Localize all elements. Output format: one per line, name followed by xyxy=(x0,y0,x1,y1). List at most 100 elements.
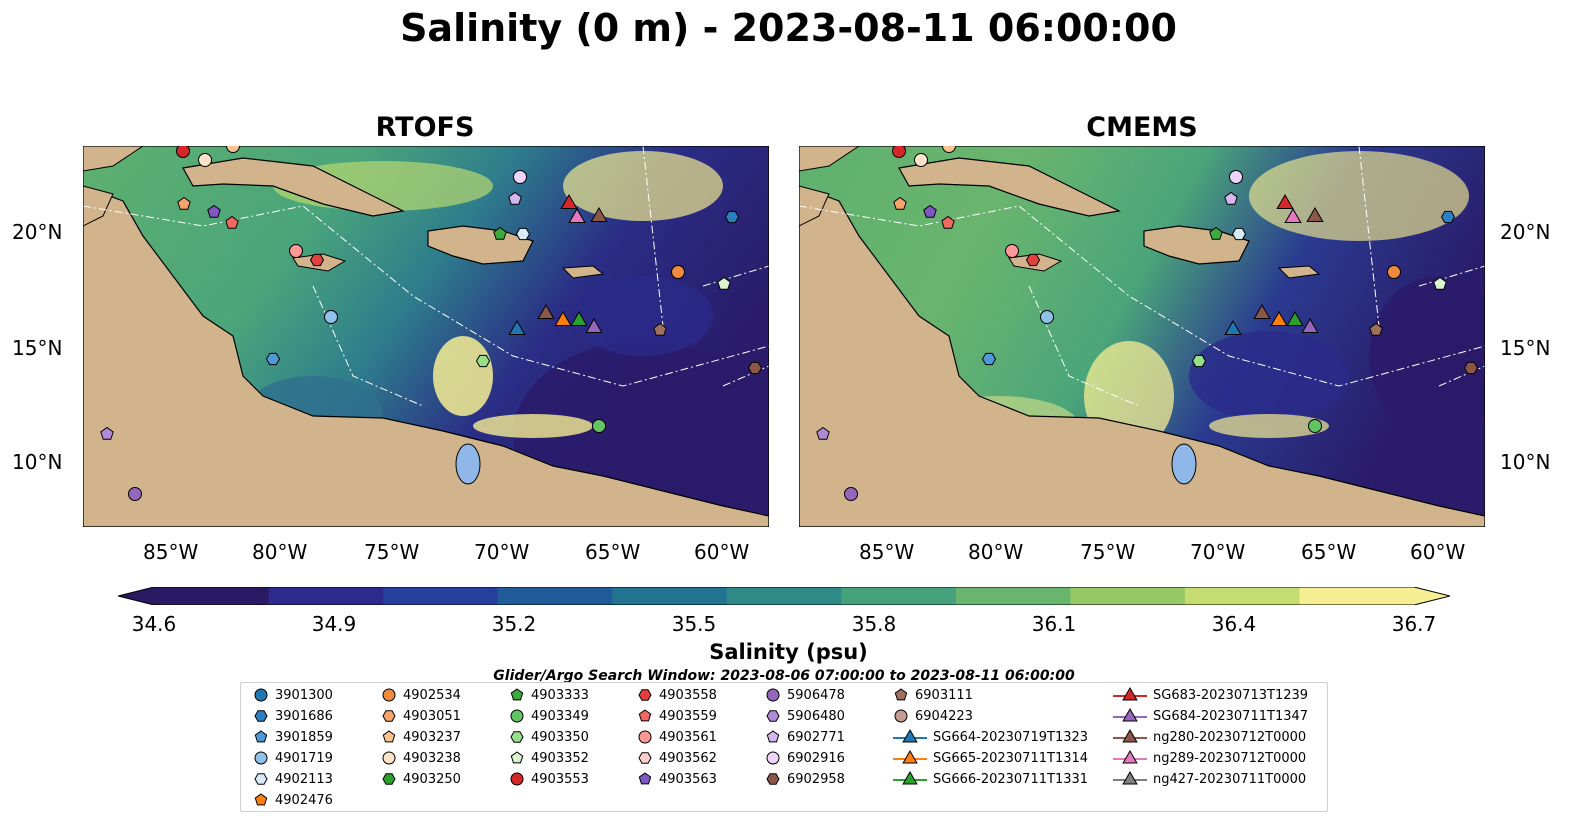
legend-item: 6904223 xyxy=(893,707,973,725)
legend-symbol xyxy=(254,710,268,722)
legend-symbol xyxy=(766,688,780,702)
colorbar-label: Salinity (psu) xyxy=(709,640,868,664)
legend-item: 4903558 xyxy=(637,686,717,704)
legend-symbol xyxy=(766,710,780,722)
legend-symbol xyxy=(382,730,396,743)
float-marker xyxy=(724,210,740,224)
legend-marker xyxy=(638,689,652,701)
legend-item: 6903111 xyxy=(893,686,973,704)
legend-marker xyxy=(1113,771,1147,785)
colorbar-segment xyxy=(1356,587,1415,605)
colorbar xyxy=(118,587,1450,605)
legend-label: 4903333 xyxy=(531,687,589,703)
legend-label: 3901859 xyxy=(275,729,333,745)
float-marker xyxy=(1253,304,1271,319)
eez-boundary xyxy=(83,205,769,387)
lat-label-10n-right: 10°N xyxy=(1500,450,1551,474)
legend-marker xyxy=(382,730,396,743)
legend-marker xyxy=(766,751,780,765)
legend-label: 4902534 xyxy=(403,687,461,703)
legend-label: 4903349 xyxy=(531,708,589,724)
float-marker xyxy=(1433,276,1447,290)
legend-marker xyxy=(894,709,908,723)
colorbar-segment xyxy=(1242,587,1301,605)
float-marker xyxy=(923,204,937,218)
legend-item: ng280-20230712T0000 xyxy=(1113,728,1306,746)
legend-label: 4903237 xyxy=(403,729,461,745)
figure-title: Salinity (0 m) - 2023-08-11 06:00:00 xyxy=(400,6,1177,50)
float-marker xyxy=(592,419,606,433)
cuba-land xyxy=(182,157,405,217)
float-marker xyxy=(493,226,507,240)
legend-item: 4903352 xyxy=(509,749,589,767)
legend-marker xyxy=(893,750,927,764)
legend-marker xyxy=(638,730,652,744)
legend-item: ng427-20230711T0000 xyxy=(1113,770,1306,788)
legend-triangle xyxy=(1122,729,1138,743)
float-marker xyxy=(1224,191,1238,205)
float-marker xyxy=(1369,322,1383,336)
legend-label: 4903238 xyxy=(403,750,461,766)
legend-marker xyxy=(766,710,780,722)
legend-symbol xyxy=(510,772,524,786)
legend-symbol xyxy=(510,731,524,743)
legend-symbol xyxy=(766,751,780,765)
float-marker xyxy=(1463,361,1479,375)
legend-item: 4903559 xyxy=(637,707,717,725)
legend-symbol xyxy=(894,709,908,723)
float-marker xyxy=(653,322,667,336)
legend-label: 6902916 xyxy=(787,750,845,766)
float-marker xyxy=(475,354,491,368)
legend-symbol xyxy=(382,751,396,765)
colorbar-segment xyxy=(669,587,728,605)
float-marker xyxy=(893,196,907,210)
legend-marker xyxy=(638,709,652,722)
float-marker xyxy=(508,320,526,335)
legend-marker xyxy=(638,752,652,764)
legend-marker xyxy=(382,773,396,785)
legend-symbol xyxy=(638,709,652,722)
search-window-text: Glider/Argo Search Window: 2023-08-06 07… xyxy=(493,668,1075,684)
legend-label: 4903350 xyxy=(531,729,589,745)
legend-marker xyxy=(510,688,524,701)
legend-item: 4902476 xyxy=(253,791,333,809)
legend-label: 6903111 xyxy=(915,687,973,703)
legend-label: 5906478 xyxy=(787,687,845,703)
colorbar-tick-label: 34.9 xyxy=(311,612,357,636)
legend-label: ng289-20230712T0000 xyxy=(1153,750,1307,766)
colorbar-segment xyxy=(1127,587,1186,605)
legend-label: ng427-20230711T0000 xyxy=(1153,771,1307,787)
legend-symbol xyxy=(510,709,524,723)
low-salinity-atlantic xyxy=(1369,276,1485,436)
float-marker xyxy=(844,487,858,501)
legend-marker xyxy=(254,751,268,765)
legend-item: 4903051 xyxy=(381,707,461,725)
legend-label: 4902476 xyxy=(275,792,333,808)
legend-item: 4903561 xyxy=(637,728,717,746)
float-marker xyxy=(177,196,191,210)
low-salinity-plume xyxy=(1189,331,1349,421)
legend-marker xyxy=(638,772,652,785)
lon-label-65w: 65°W xyxy=(1301,540,1357,564)
colorbar-segment xyxy=(898,587,957,605)
map-panel-rtofs xyxy=(83,146,769,527)
float-marker xyxy=(1040,310,1054,324)
colorbar-segment xyxy=(440,587,499,605)
float-marker xyxy=(1306,207,1324,222)
legend-item: 6902916 xyxy=(765,749,845,767)
colorbar-extend-min xyxy=(118,587,154,605)
float-marker xyxy=(324,310,338,324)
float-marker xyxy=(981,352,997,366)
legend-marker xyxy=(254,710,268,722)
colorbar-tick-label: 36.4 xyxy=(1211,612,1257,636)
colorbar-segment xyxy=(268,587,327,605)
legend-item: 3901300 xyxy=(253,686,333,704)
legend-item: SG665-20230711T1314 xyxy=(893,749,1088,767)
colorbar-segment xyxy=(955,587,1014,605)
legend-symbol xyxy=(382,773,396,785)
legend-triangle xyxy=(902,750,918,764)
lake-maracaibo xyxy=(1171,443,1197,485)
lon-label-60w: 60°W xyxy=(694,540,750,564)
float-marker xyxy=(289,244,303,258)
cuba-land xyxy=(898,157,1121,217)
